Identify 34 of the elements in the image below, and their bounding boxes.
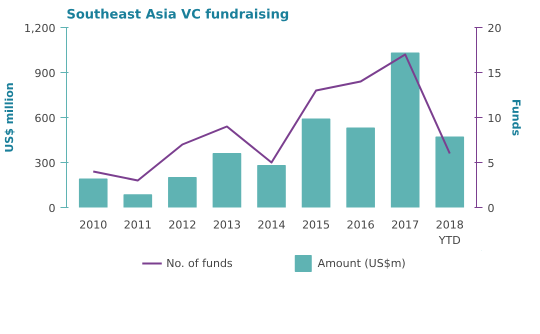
y-tick-label: 900 <box>34 67 56 80</box>
y2-tick-label: 10 <box>488 112 502 125</box>
y-tick-label: 1,200 <box>24 22 56 35</box>
bar <box>168 177 197 208</box>
chart-title: Southeast Asia VC fundraising <box>66 8 290 22</box>
x-tick-label: 2010 <box>79 218 108 232</box>
bar <box>212 153 242 208</box>
bar <box>302 118 330 208</box>
bar <box>346 128 375 208</box>
bar <box>78 178 108 208</box>
y2-tick-label: 0 <box>488 202 494 215</box>
bar <box>123 194 152 208</box>
y-tick-label: 600 <box>34 112 56 125</box>
x-tick-label: 2014 <box>258 218 286 232</box>
x-tick-label: 2016 <box>346 218 375 232</box>
x-tick-label: 2018 YTD <box>436 218 464 248</box>
y2-axis-title: Funds <box>509 98 522 136</box>
bar <box>435 136 464 208</box>
x-tick-label: 2017 <box>391 218 420 232</box>
y-tick-label: 0 <box>48 202 56 215</box>
legend-label: Amount (US$m) <box>318 256 406 270</box>
y2-tick-label: 20 <box>488 22 502 35</box>
x-tick-label: 2012 <box>168 218 196 232</box>
line-series <box>92 54 451 182</box>
x-tick-label: 2015 <box>302 218 330 232</box>
y2-tick-label: 15 <box>488 67 502 80</box>
y2-tick-label: 5 <box>488 157 494 170</box>
y-tick-label: 300 <box>34 157 56 170</box>
bar <box>390 52 420 208</box>
x-tick-label: 2013 <box>212 218 241 232</box>
y-axis-title: US$ million <box>3 82 16 153</box>
bar <box>257 165 286 208</box>
legend-label: No. of funds <box>166 256 233 270</box>
x-tick-label: 2011 <box>124 218 152 232</box>
